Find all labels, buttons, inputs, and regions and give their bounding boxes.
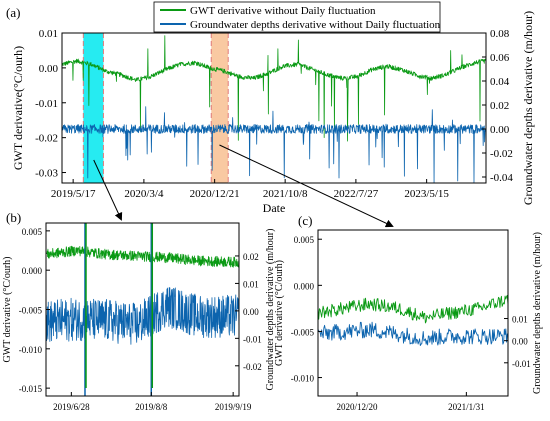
panel-label: (b) bbox=[6, 210, 21, 225]
y-tick-label: 0.01 bbox=[39, 28, 58, 40]
y-right-axis-title: Groundwater depths derivative (m/hour) bbox=[265, 229, 276, 391]
y-tick-label: -0.02 bbox=[35, 133, 58, 145]
x-axis-title: Date bbox=[263, 201, 286, 215]
y-axis-title: GWT derivative (°C/ourh) bbox=[274, 260, 285, 366]
y-tick-label: -0.03 bbox=[35, 168, 58, 180]
x-tick-label: 2021/1/31 bbox=[448, 402, 485, 412]
x-tick-label: 2019/9/19 bbox=[215, 402, 252, 412]
series-green-line bbox=[317, 294, 509, 324]
series-blue-line bbox=[45, 287, 240, 345]
y-tick-label: 0.005 bbox=[22, 227, 43, 237]
y-tick-label: -0.01 bbox=[35, 98, 58, 110]
y-right-axis-title: Groundwater depths derivative (m/hour) bbox=[532, 232, 543, 394]
x-tick-label: 2020/3/4 bbox=[124, 188, 164, 200]
plot-frame bbox=[317, 229, 509, 397]
series-blue-line bbox=[61, 106, 487, 184]
panel-label: (c) bbox=[298, 213, 312, 228]
y-tick-label: -0.015 bbox=[19, 384, 43, 394]
y-right-tick-label: -0.04 bbox=[490, 172, 513, 184]
x-tick-label: 2019/8/8 bbox=[135, 402, 168, 412]
highlight-band-orange bbox=[211, 33, 229, 183]
y-right-tick-label: -0.01 bbox=[512, 359, 531, 369]
series-green-line bbox=[61, 35, 487, 142]
x-tick-label: 2019/5/17 bbox=[51, 188, 96, 200]
arrow-to-panel-b bbox=[93, 159, 123, 221]
legend: GWT derivative without Daily fluctuation… bbox=[153, 1, 441, 33]
y-right-tick-label: 0.04 bbox=[490, 76, 510, 88]
y-tick-label: -0.010 bbox=[291, 374, 315, 384]
y-right-tick-label: 0.08 bbox=[490, 28, 510, 40]
arrow-to-panel-c bbox=[219, 144, 394, 228]
x-tick-label: 2023/5/15 bbox=[404, 188, 449, 200]
y-tick-label: 0.000 bbox=[294, 281, 315, 291]
legend-entry: Groundwater depths derivative without Da… bbox=[190, 19, 441, 31]
panel-label: (a) bbox=[6, 5, 20, 20]
panel-b: 0.005 0.000 -0.005 -0.010 -0.015 0.02 0.01 0.00… bbox=[2, 210, 276, 412]
y-right-tick-label: 0.00 bbox=[490, 124, 510, 136]
y-right-tick-label: -0.01 bbox=[243, 334, 262, 344]
legend-box bbox=[153, 1, 441, 33]
y-right-tick-label: -0.02 bbox=[490, 148, 513, 160]
x-tick-label: 2021/10/8 bbox=[263, 188, 308, 200]
legend-entry: GWT derivative without Daily fluctuation bbox=[190, 5, 376, 17]
y-right-axis-title: Groundwater depths derivative (m/hour) bbox=[521, 11, 535, 205]
x-tick-label: 2020/12/20 bbox=[337, 402, 379, 412]
y-axis-title: GWT derivative (°C/ourh) bbox=[2, 256, 13, 362]
y-tick-label: -0.005 bbox=[19, 306, 43, 316]
plot-frame bbox=[61, 32, 487, 184]
y-tick-label: -0.005 bbox=[291, 327, 315, 337]
connector-arrows bbox=[93, 144, 394, 228]
y-right-tick-label: 0.02 bbox=[490, 100, 509, 112]
y-tick-label: -0.010 bbox=[19, 345, 43, 355]
panel-a: 0.01 0.00 -0.01 -0.02 -0.03 0.08 0.06 0.04 0.02 0… bbox=[6, 5, 535, 215]
series-green-line bbox=[45, 245, 240, 268]
y-right-tick-label: 0.02 bbox=[243, 252, 259, 262]
x-tick-label: 2020/12/21 bbox=[190, 188, 240, 200]
x-tick-label: 2019/6/28 bbox=[53, 402, 90, 412]
y-right-tick-label: 0.00 bbox=[243, 307, 259, 317]
y-right-tick-label: 0.01 bbox=[512, 315, 528, 325]
series-blue-line bbox=[317, 321, 509, 346]
y-axis-title: GWT derivative(°C/ourh) bbox=[11, 46, 25, 170]
x-tick-label: 2022/7/27 bbox=[334, 188, 379, 200]
y-right-tick-label: 0.06 bbox=[490, 52, 510, 64]
y-tick-label: 0.00 bbox=[39, 63, 59, 75]
y-right-tick-label: 0.01 bbox=[243, 279, 259, 289]
highlight-band-cyan bbox=[83, 33, 104, 183]
y-tick-label: 0.005 bbox=[294, 235, 315, 245]
y-tick-label: 0.000 bbox=[22, 266, 43, 276]
panel-c: 0.005 0.000 -0.005 -0.010 0.01 0.00 -0.01 2020/… bbox=[274, 213, 543, 412]
y-right-tick-label: 0.00 bbox=[512, 337, 528, 347]
y-right-tick-label: -0.02 bbox=[243, 362, 262, 372]
